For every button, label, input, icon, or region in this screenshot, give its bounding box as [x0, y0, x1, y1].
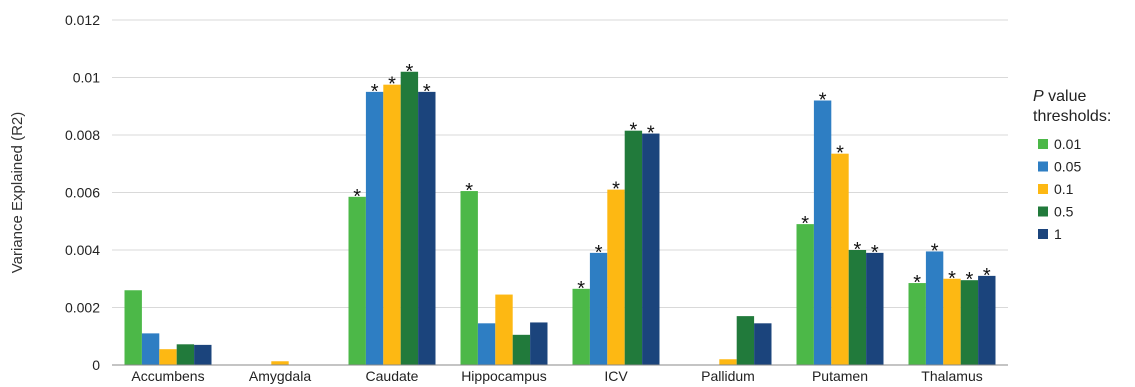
legend: P value thresholds: 0.01 0.05 0.1 0.5 1: [1033, 88, 1111, 242]
bar-accumbens-0_05: [141, 333, 160, 365]
legend-swatch: [1038, 184, 1048, 194]
legend-label: 0.1: [1054, 181, 1074, 197]
legend-swatch: [1038, 139, 1048, 149]
significance-marker: *: [630, 120, 638, 142]
bar-pallidum-1: [754, 323, 772, 365]
x-category-label: Accumbens: [131, 368, 204, 384]
bar-hippocampus-0_1: [495, 294, 513, 365]
legend-label: 0.01: [1054, 136, 1081, 152]
bars: [124, 71, 996, 365]
x-category-label: Putamen: [812, 368, 868, 384]
significance-marker: *: [612, 179, 620, 201]
y-axis-ticks: 0 0.002 0.004 0.006 0.008 0.01 0.012: [65, 12, 100, 373]
x-category-label: Caudate: [366, 368, 419, 384]
significance-marker: *: [983, 265, 991, 287]
y-tick-label: 0.002: [65, 300, 100, 316]
significance-marker: *: [819, 90, 827, 112]
significance-marker: *: [577, 278, 585, 300]
significance-marker: *: [406, 61, 414, 83]
bar-accumbens-0_1: [159, 349, 177, 365]
y-axis-label: Variance Explained (R2): [9, 112, 26, 273]
legend-swatch: [1038, 206, 1048, 217]
bar-caudate-0_01: [348, 196, 366, 365]
significance-marker: *: [388, 74, 396, 96]
significance-marker: *: [966, 269, 974, 291]
significance-marker: *: [465, 180, 473, 202]
bar-putamen-0_01: [796, 224, 814, 365]
bar-putamen-0_1: [831, 153, 849, 365]
y-tick-label: 0.012: [65, 12, 100, 28]
significance-marker: *: [913, 272, 921, 294]
legend-swatch: [1038, 161, 1048, 172]
bar-putamen-0_05: [813, 100, 832, 365]
significance-marker: *: [948, 268, 956, 290]
significance-marker: *: [423, 81, 431, 103]
bar-caudate-0_05: [365, 91, 384, 365]
legend-title-line1: P value: [1033, 88, 1086, 105]
y-tick-label: 0.006: [65, 185, 100, 201]
legend-label: 0.5: [1054, 204, 1074, 220]
significance-marker: *: [854, 239, 862, 261]
legend-label: 1: [1054, 226, 1062, 242]
significance-marker: *: [871, 242, 879, 264]
significance-marker: *: [595, 242, 603, 264]
significance-markers: * * * * * * * * * * * * * * * * * * * * *: [353, 61, 991, 300]
bar-hippocampus-0_5: [512, 334, 531, 365]
significance-marker: *: [836, 143, 844, 165]
x-category-label: Amygdala: [249, 368, 311, 384]
bar-thalamus-0_5: [960, 280, 979, 365]
x-category-label: Thalamus: [921, 368, 982, 384]
grid-lines: [112, 19, 1008, 366]
bar-hippocampus-0_01: [460, 191, 478, 365]
bar-caudate-0_1: [383, 84, 401, 365]
bar-accumbens-0_5: [176, 344, 195, 365]
bar-putamen-0_5: [848, 250, 867, 365]
legend-swatch: [1038, 229, 1048, 239]
y-tick-label: 0.008: [65, 127, 100, 143]
bar-thalamus-0_05: [925, 251, 944, 365]
bar-thalamus-0_1: [943, 278, 961, 365]
bar-accumbens-1: [194, 344, 212, 365]
bar-pallidum-0_1: [719, 359, 737, 365]
bar-accumbens-0_01: [124, 290, 142, 365]
bar-icv-0_01: [572, 288, 590, 365]
legend-title-line2: thresholds:: [1033, 108, 1111, 125]
y-tick-label: 0.01: [73, 70, 100, 86]
significance-marker: *: [647, 123, 655, 145]
significance-marker: *: [353, 186, 361, 208]
legend-title-italic: P: [1033, 88, 1044, 105]
y-tick-label: 0: [92, 357, 100, 373]
significance-marker: *: [931, 240, 939, 262]
legend-label: 0.05: [1054, 159, 1081, 175]
bar-icv-0_5: [624, 130, 643, 365]
bar-hippocampus-1: [530, 322, 548, 365]
x-category-label: ICV: [604, 368, 628, 384]
bar-caudate-0_5: [400, 71, 419, 365]
x-category-label: Hippocampus: [461, 368, 547, 384]
bar-putamen-1: [866, 252, 884, 365]
bar-thalamus-1: [978, 275, 996, 365]
legend-items: 0.01 0.05 0.1 0.5 1: [1038, 136, 1081, 242]
legend-title-rest: value: [1044, 88, 1087, 105]
bar-hippocampus-0_05: [477, 323, 496, 365]
significance-marker: *: [371, 81, 379, 103]
bar-icv-0_05: [589, 252, 608, 365]
x-axis-categories: Accumbens Amygdala Caudate Hippocampus ICV Pa…: [131, 368, 982, 384]
y-tick-label: 0.004: [65, 242, 100, 258]
x-category-label: Pallidum: [701, 368, 755, 384]
bar-thalamus-0_01: [908, 283, 926, 365]
bar-icv-0_1: [607, 189, 625, 365]
bar-caudate-1: [418, 91, 436, 365]
bar-amygdala-0_1: [271, 361, 289, 365]
significance-marker: *: [801, 213, 809, 235]
bar-pallidum-0_5: [736, 316, 755, 365]
bar-icv-1: [642, 133, 660, 365]
